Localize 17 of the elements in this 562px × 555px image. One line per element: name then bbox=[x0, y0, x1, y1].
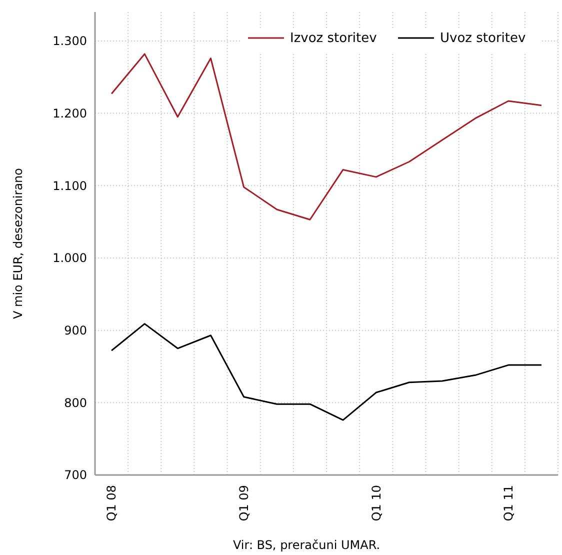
legend-label: Uvoz storitev bbox=[440, 31, 526, 46]
x-tick-label: Q1 10 bbox=[369, 485, 384, 522]
y-tick-label: 1.000 bbox=[52, 251, 87, 266]
x-tick-label: Q1 11 bbox=[502, 485, 516, 522]
line-series bbox=[110, 323, 542, 421]
text: Vir: BS, preračuni UMAR. bbox=[232, 538, 380, 552]
y-tick-label: 1.100 bbox=[52, 178, 87, 193]
y-tick-label: 800 bbox=[64, 396, 87, 410]
y-tick-label: 1.200 bbox=[52, 106, 87, 120]
x-tick-label: Q1 08 bbox=[104, 485, 119, 522]
y-tick-label: 900 bbox=[64, 324, 87, 338]
y-axis-title: V mio EUR, desezonirano bbox=[11, 168, 25, 319]
legend-label: Izvoz storitev bbox=[290, 31, 378, 46]
y-tick-label: 1.300 bbox=[52, 34, 87, 48]
line-series bbox=[110, 53, 542, 220]
x-tick-label: Q1 09 bbox=[237, 485, 252, 522]
y-tick-label: 700 bbox=[64, 468, 87, 482]
